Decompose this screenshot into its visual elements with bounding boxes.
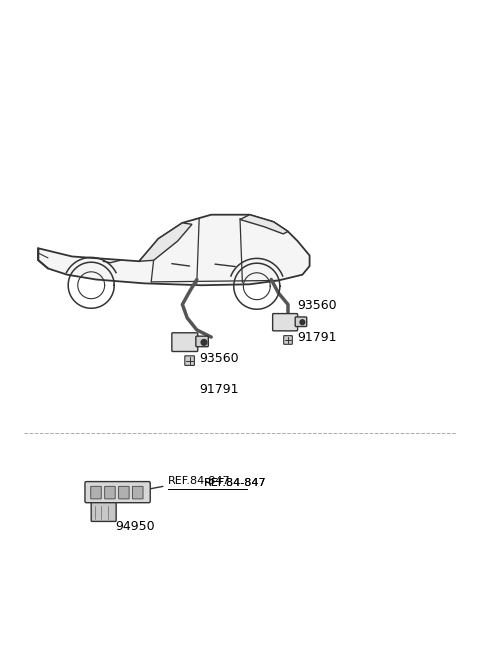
FancyBboxPatch shape <box>172 333 198 352</box>
Text: 93560: 93560 <box>298 299 337 312</box>
FancyBboxPatch shape <box>196 336 208 346</box>
PathPatch shape <box>38 215 310 286</box>
Text: REF.84-847: REF.84-847 <box>204 479 266 489</box>
Text: REF.84-847: REF.84-847 <box>168 476 230 485</box>
FancyBboxPatch shape <box>295 317 307 327</box>
FancyBboxPatch shape <box>273 314 298 331</box>
PathPatch shape <box>139 223 192 261</box>
Text: 91791: 91791 <box>199 383 239 396</box>
FancyBboxPatch shape <box>284 335 292 345</box>
PathPatch shape <box>240 215 288 234</box>
Text: REF.84-847: REF.84-847 <box>204 479 266 489</box>
Text: 94950: 94950 <box>115 520 155 533</box>
Circle shape <box>300 320 305 325</box>
Text: 91791: 91791 <box>298 331 337 344</box>
Circle shape <box>201 339 207 345</box>
FancyBboxPatch shape <box>132 487 143 499</box>
FancyBboxPatch shape <box>91 487 101 499</box>
FancyBboxPatch shape <box>119 487 129 499</box>
FancyBboxPatch shape <box>91 502 116 521</box>
FancyBboxPatch shape <box>85 481 150 502</box>
FancyBboxPatch shape <box>105 487 115 499</box>
FancyBboxPatch shape <box>185 356 194 365</box>
Text: 93560: 93560 <box>199 352 239 365</box>
